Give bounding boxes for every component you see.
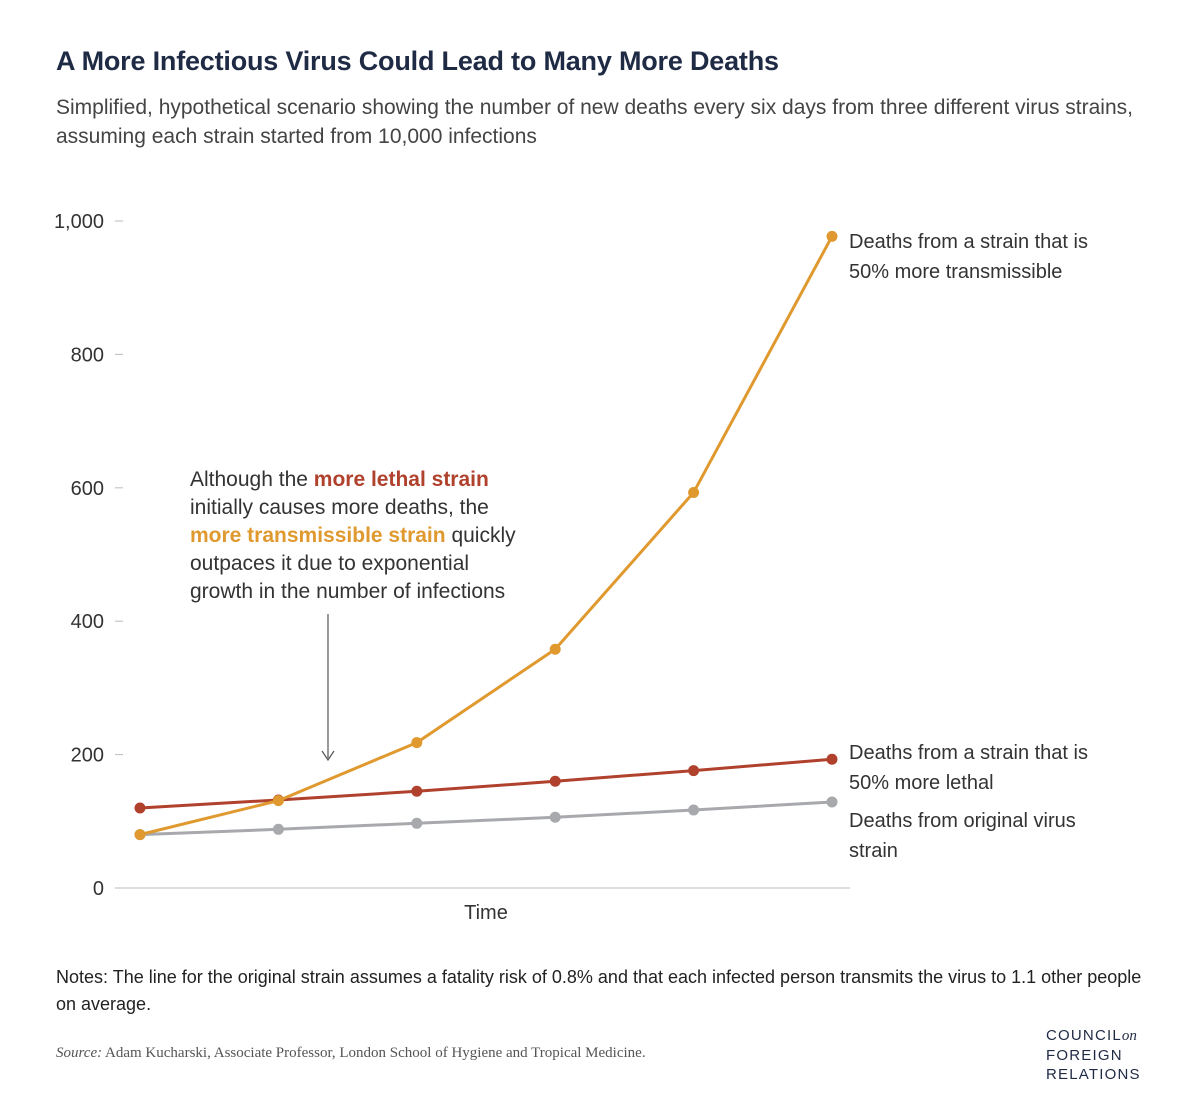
annotation-arrow-head — [321, 750, 335, 762]
data-point — [411, 737, 423, 749]
data-point — [549, 775, 561, 787]
series-label-line: 50% more transmissible — [849, 261, 1062, 283]
logo-line-2: FOREIGN — [1046, 1047, 1123, 1064]
y-tick-label: 600 — [71, 478, 104, 500]
data-point — [411, 817, 423, 829]
series-label-line: Deaths from a strain that is — [849, 231, 1088, 253]
chart-notes: Notes: The line for the original strain … — [56, 967, 1142, 1014]
annotation-line-1: Although the more lethal strain — [190, 468, 489, 491]
annotation-line-4: outpaces it due to exponential — [190, 552, 469, 575]
logo-council: COUNCIL — [1046, 1027, 1122, 1044]
series-label-line: strain — [849, 840, 898, 862]
data-point — [549, 643, 561, 655]
data-point — [826, 796, 838, 808]
series-label: Deaths from original virus strain — [849, 810, 1076, 862]
data-point — [688, 765, 700, 777]
series-line — [139, 757, 833, 810]
series-labels: Deaths from a strain that is 50% more tra… — [849, 231, 1088, 862]
logo-line-1: COUNCILon — [1046, 1026, 1141, 1046]
line-chart: 0 200 400 600 800 1,000 Time Deaths from a st… — [54, 211, 1088, 924]
series-0 — [134, 230, 838, 841]
annotation-line-5: growth in the number of infections — [190, 580, 505, 603]
data-point — [688, 804, 700, 816]
annotation-line-3b: quickly — [446, 524, 517, 547]
annotation: Although the more lethal strain initiall… — [190, 468, 516, 762]
x-axis-label: Time — [464, 902, 508, 924]
series-line — [139, 800, 833, 837]
y-tick-label: 200 — [71, 745, 104, 767]
chart-title: A More Infectious Virus Could Lead to Ma… — [56, 46, 779, 76]
data-point — [272, 795, 284, 807]
chart-subtitle: Simplified, hypothetical scenario showin… — [56, 96, 1133, 148]
y-tick-label: 400 — [71, 611, 104, 633]
series-label: Deaths from a strain that is 50% more let… — [849, 742, 1088, 794]
data-point — [826, 753, 838, 765]
y-tick-label: 0 — [93, 878, 104, 900]
annotation-line-2: initially causes more deaths, the — [190, 496, 489, 519]
series-label-line: Deaths from original virus — [849, 810, 1076, 832]
series-2 — [134, 796, 838, 841]
data-point — [272, 823, 284, 835]
y-tick-label: 1,000 — [54, 211, 104, 233]
annotation-line-3: more transmissible strain quickly — [190, 524, 516, 547]
series-line — [139, 235, 834, 837]
data-point — [411, 785, 423, 797]
cfr-logo: COUNCILon FOREIGN RELATIONS — [1046, 1026, 1141, 1084]
y-axis: 0 200 400 600 800 1,000 — [54, 211, 123, 900]
data-point — [826, 230, 838, 242]
annotation-line-1a: Although the — [190, 468, 314, 491]
y-tick-label: 800 — [71, 344, 104, 366]
data-point — [134, 802, 146, 814]
logo-on: on — [1121, 1028, 1137, 1044]
data-point — [134, 829, 146, 841]
series-1 — [134, 753, 838, 814]
data-point — [688, 486, 700, 498]
series-label-line: 50% more lethal — [849, 772, 994, 794]
source-text: Adam Kucharski, Associate Professor, Lon… — [102, 1045, 646, 1061]
chart-source: Source: Adam Kucharski, Associate Profes… — [56, 1045, 646, 1062]
source-label: Source: — [56, 1045, 103, 1061]
logo-line-3: RELATIONS — [1046, 1066, 1141, 1083]
series-label-line: Deaths from a strain that is — [849, 742, 1088, 764]
annotation-highlight-transmissible: more transmissible strain — [190, 524, 446, 547]
data-point — [549, 811, 561, 823]
series-label: Deaths from a strain that is 50% more tra… — [849, 231, 1088, 283]
annotation-highlight-lethal: more lethal strain — [314, 468, 489, 491]
series-layer — [134, 230, 838, 841]
